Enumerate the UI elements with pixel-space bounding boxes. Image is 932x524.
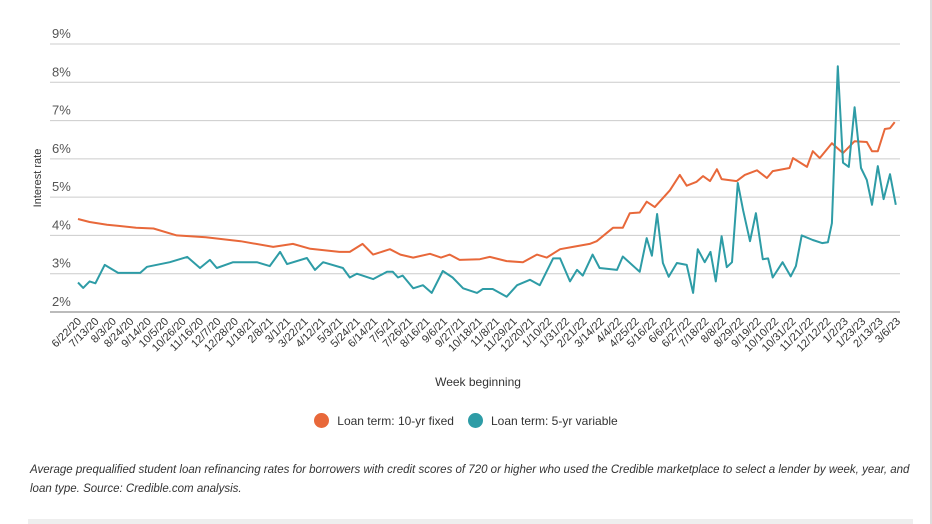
y-axis-label: Interest rate bbox=[32, 149, 44, 208]
x-axis-label: Week beginning bbox=[435, 375, 521, 389]
y-tick-label: 5% bbox=[52, 179, 71, 194]
line-chart: 2%3%4%5%6%7%8%9% 6/22/207/13/208/3/208/2… bbox=[32, 26, 903, 389]
chart-caption: Average prequalified student loan refina… bbox=[30, 464, 910, 495]
legend-label: Loan term: 5-yr variable bbox=[490, 413, 618, 428]
legend-marker-icon bbox=[467, 413, 483, 428]
y-tick-label: 3% bbox=[52, 256, 71, 271]
divider bbox=[930, 0, 932, 524]
divider bbox=[28, 519, 913, 524]
legend: Loan term: 10-yr fixed Loan term: 5-yr v… bbox=[0, 413, 932, 428]
y-tick-label: 9% bbox=[52, 26, 71, 41]
y-tick-label: 2% bbox=[52, 294, 71, 309]
y-tick-label: 8% bbox=[52, 64, 71, 79]
y-tick-label: 7% bbox=[52, 103, 71, 118]
legend-item-5yr-variable[interactable]: Loan term: 5-yr variable bbox=[467, 413, 618, 428]
series-line-5yr-variable bbox=[77, 65, 897, 298]
legend-item-10yr-fixed[interactable]: Loan term: 10-yr fixed bbox=[314, 413, 454, 428]
legend-marker-icon bbox=[314, 413, 330, 428]
series-line-10yr-fixed bbox=[77, 121, 896, 264]
y-tick-label: 6% bbox=[52, 141, 71, 156]
legend-label: Loan term: 10-yr fixed bbox=[337, 413, 454, 428]
y-tick-label: 4% bbox=[52, 217, 71, 232]
